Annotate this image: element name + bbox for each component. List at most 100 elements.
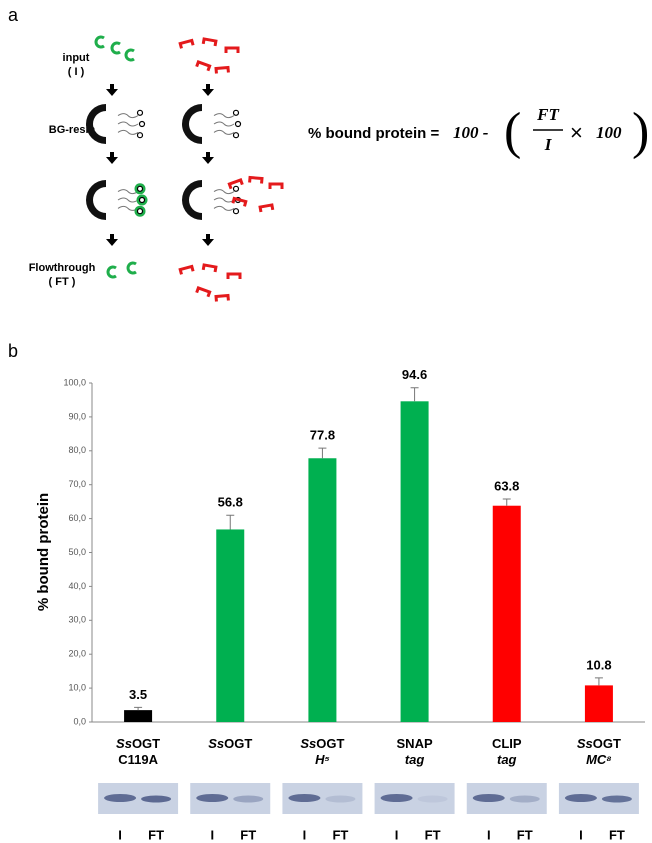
value-label: 94.6 (402, 367, 427, 382)
gel-band (381, 794, 413, 802)
x-tick-label: SsOGT (300, 736, 344, 751)
red-protein (250, 177, 262, 183)
red-protein (197, 288, 210, 297)
linker (118, 122, 138, 126)
lane-label: I (395, 827, 399, 842)
value-label: 10.8 (586, 657, 611, 672)
green-protein (128, 263, 136, 273)
label-part: OGT (132, 736, 160, 751)
error-bar (595, 678, 603, 685)
arrow (106, 152, 118, 164)
x-tick-label: SNAP (397, 736, 433, 751)
linker (118, 114, 138, 118)
y-tick-label: 60,0 (68, 513, 86, 523)
x-tick-label: tag (405, 752, 425, 767)
bg-ligand (138, 186, 143, 191)
x-tick-label: SsOGT (208, 736, 252, 751)
lane-label: FT (332, 827, 348, 842)
bar (124, 710, 152, 722)
bg-ligand (234, 209, 239, 214)
error-bar (226, 515, 234, 529)
x-tick-label: MC⁸ (586, 752, 612, 767)
gel-band (196, 794, 228, 802)
bg-ligand (234, 110, 239, 115)
label-part: Ss (116, 736, 132, 751)
y-tick-label: 50,0 (68, 547, 86, 557)
red-protein (216, 67, 228, 73)
error-bar (411, 388, 419, 402)
bg-ligand (138, 110, 143, 115)
red-protein (228, 274, 240, 279)
lane-label: I (303, 827, 307, 842)
linker (214, 122, 234, 126)
bg-ligand (140, 122, 145, 127)
y-tick-label: 0,0 (73, 716, 86, 726)
error-bar (318, 448, 326, 458)
label-part: OGT (593, 736, 621, 751)
value-label: 77.8 (310, 428, 335, 443)
gel-band (288, 794, 320, 802)
gel-band (233, 796, 263, 803)
resin (182, 180, 202, 220)
bg-ligand (138, 133, 143, 138)
arrow (202, 84, 214, 96)
red-protein (270, 184, 282, 189)
linker (118, 130, 138, 134)
label-part: Ss (577, 736, 593, 751)
arrow (106, 84, 118, 96)
equation-term: 100 - (453, 123, 489, 142)
linker (214, 130, 234, 134)
lane-label: I (210, 827, 214, 842)
numerator: FT (536, 105, 559, 124)
lane-label: I (487, 827, 491, 842)
linker (214, 190, 234, 194)
lane-label: FT (609, 827, 625, 842)
label-part: OGT (224, 736, 252, 751)
equation-left: % bound protein = (308, 125, 439, 142)
green-protein (96, 37, 104, 47)
gel-band (104, 794, 136, 802)
gel-band (602, 796, 632, 803)
resin (86, 104, 106, 144)
label-part: CLIP (492, 736, 522, 751)
value-label: 63.8 (494, 478, 519, 493)
bg-ligand (234, 186, 239, 191)
x-tick-label: SsOGT (577, 736, 621, 751)
y-tick-label: 30,0 (68, 615, 86, 625)
gel-band (510, 796, 540, 803)
x-tick-label: H⁵ (315, 752, 330, 767)
lane-label: FT (148, 827, 164, 842)
linker (214, 206, 234, 210)
bg-ligand (236, 122, 241, 127)
resin (182, 104, 202, 144)
red-protein (226, 48, 238, 53)
red-protein (216, 295, 228, 301)
bar (308, 458, 336, 722)
label-part: tag (497, 752, 517, 767)
gel-band (141, 796, 171, 803)
label-part: C119A (118, 752, 158, 767)
bg-ligand (234, 133, 239, 138)
y-tick-label: 90,0 (68, 411, 86, 421)
lane-label: I (579, 827, 583, 842)
label-part: Ss (300, 736, 316, 751)
value-label: 3.5 (129, 687, 147, 702)
y-tick-label: 80,0 (68, 445, 86, 455)
linker (118, 198, 138, 202)
label-part: SNAP (397, 736, 433, 751)
resin (86, 180, 106, 220)
x-tick-label: CLIP (492, 736, 522, 751)
input-label: input (63, 52, 90, 64)
arrow (202, 152, 214, 164)
red-protein (203, 39, 216, 46)
green-protein (112, 43, 120, 53)
bg-ligand (140, 198, 145, 203)
figure: a input ( I ) BG-resin Flowthrough ( FT … (0, 0, 652, 843)
diagram (86, 37, 282, 302)
red-protein (203, 265, 216, 272)
bar (493, 506, 521, 722)
y-axis-label: % bound protein (35, 493, 52, 611)
flow-label: Flowthrough (29, 262, 96, 274)
label-part: MC⁸ (586, 752, 612, 767)
red-protein (180, 266, 193, 274)
